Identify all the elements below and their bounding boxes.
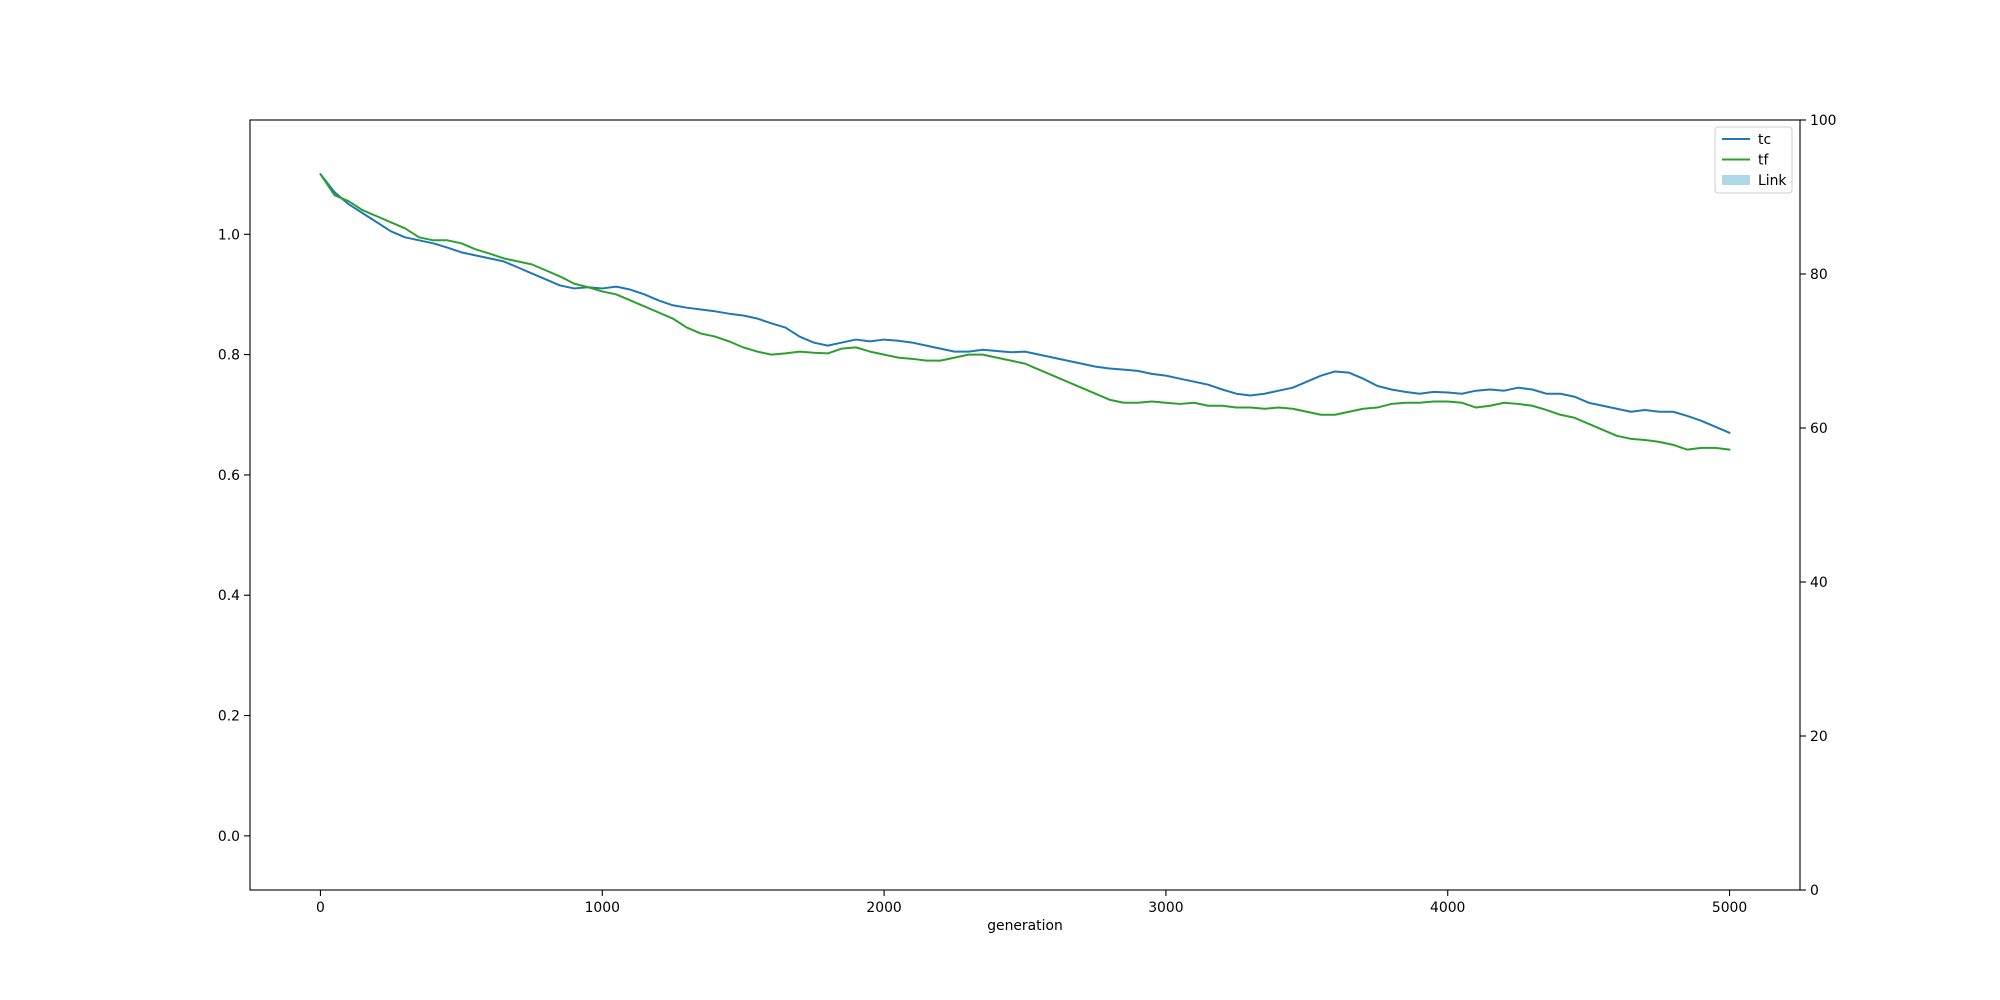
y2-tick-label: 20 bbox=[1810, 729, 1828, 745]
y-axis-left: 0.0 0.2 0.4 0.6 0.8 1.0 bbox=[218, 227, 250, 845]
x-tick-label: 0 bbox=[316, 900, 325, 916]
x-tick-label: 5000 bbox=[1712, 900, 1747, 916]
y-tick-label: 1.0 bbox=[218, 227, 240, 243]
y2-tick-label: 60 bbox=[1810, 421, 1828, 437]
axes-frame bbox=[249, 119, 1801, 891]
y-axis-right: 0 20 40 60 80 100 bbox=[1800, 113, 1837, 899]
legend-label-Link: Link bbox=[1758, 173, 1786, 189]
x-tick-label: 2000 bbox=[866, 900, 901, 916]
y2-tick-label: 80 bbox=[1810, 267, 1828, 283]
x-tick-label: 4000 bbox=[1430, 900, 1465, 916]
series-line-tc bbox=[319, 173, 1731, 434]
x-axis: 0 1000 2000 3000 4000 5000 bbox=[316, 890, 1747, 916]
y-tick-label: 0.8 bbox=[218, 348, 240, 364]
x-tick-label: 1000 bbox=[585, 900, 620, 916]
legend-label-tf: tf bbox=[1758, 153, 1769, 169]
x-tick-label: 3000 bbox=[1148, 900, 1183, 916]
x-axis-label: generation bbox=[987, 918, 1063, 934]
series-line-tf bbox=[319, 173, 1731, 451]
y2-tick-label: 100 bbox=[1810, 113, 1837, 129]
y-tick-label: 0.6 bbox=[218, 468, 240, 484]
y-tick-label: 0.2 bbox=[218, 709, 240, 725]
y-tick-label: 0.0 bbox=[218, 829, 240, 845]
y2-tick-label: 0 bbox=[1810, 883, 1819, 899]
legend-label-tc: tc bbox=[1758, 132, 1771, 148]
series-layer bbox=[319, 173, 1731, 451]
legend-swatch-Link bbox=[1722, 175, 1750, 185]
y2-tick-label: 40 bbox=[1810, 575, 1828, 591]
legend: tc tf Link bbox=[1714, 126, 1793, 194]
y-tick-label: 0.4 bbox=[218, 588, 240, 604]
